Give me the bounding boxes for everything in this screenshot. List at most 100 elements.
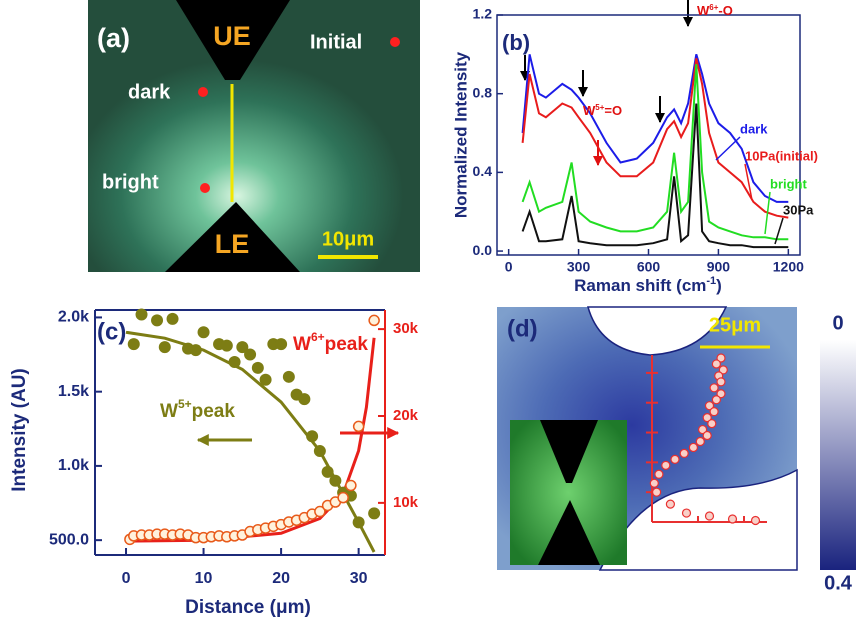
data-point <box>329 475 341 487</box>
y-tick-label: 1.5k <box>58 383 89 400</box>
annotation-part: 6+ <box>311 330 325 344</box>
data-point <box>689 443 697 451</box>
data-point <box>167 313 179 325</box>
data-point <box>729 515 737 523</box>
colorbar-label: 0 <box>832 312 843 334</box>
scale-bar-label: 10μm <box>322 228 374 250</box>
panel-label: (b) <box>502 30 530 55</box>
series-label: 30Pa <box>783 202 814 217</box>
annotation-part: 5+ <box>595 103 604 112</box>
data-point <box>260 374 272 386</box>
series-label: dark <box>740 121 768 136</box>
electrode-label: LE <box>215 229 250 259</box>
x-tick-label: 0 <box>122 570 131 587</box>
y-tick-label: 0.4 <box>473 163 493 179</box>
annotation-part: 6+ <box>709 3 718 12</box>
data-point <box>159 341 171 353</box>
annotation: W6+-O <box>697 3 733 19</box>
annotation-part: W <box>583 103 596 118</box>
x-axis-title-part: ) <box>716 276 722 295</box>
colorbar <box>820 340 856 570</box>
y-tick-label: 500.0 <box>49 531 89 548</box>
annotation-part: peak <box>325 334 369 355</box>
data-point <box>354 421 364 431</box>
x-tick-label: 10 <box>195 570 213 587</box>
y2-tick-label: 10k <box>393 494 419 511</box>
annotation-part: -O <box>718 3 732 18</box>
data-point <box>671 455 679 463</box>
data-point <box>710 408 718 416</box>
annotation-part: W <box>697 3 710 18</box>
x-tick-label: 30 <box>350 570 368 587</box>
data-point <box>151 314 163 326</box>
electrode-label: UE <box>213 21 251 51</box>
panel-label: (a) <box>97 23 130 53</box>
y2-tick-label: 20k <box>393 407 419 424</box>
spot-label: Initial <box>310 31 362 53</box>
x-tick-label: 600 <box>637 259 661 275</box>
data-point <box>662 461 670 469</box>
x-axis-title-part: -1 <box>706 275 716 287</box>
label-pointer <box>716 137 740 160</box>
y-tick-label: 2.0k <box>58 309 89 326</box>
data-point <box>190 344 202 356</box>
spot <box>390 37 400 47</box>
annotation-part: W <box>160 401 178 422</box>
data-point <box>338 493 348 503</box>
data-point <box>221 340 233 352</box>
x-tick-label: 900 <box>707 259 731 275</box>
figure: (a) UE LE Initial dark bright 10μm 0.0 0.… <box>0 0 861 623</box>
data-point <box>650 479 658 487</box>
x-axis-title: Distance (μm) <box>185 597 311 618</box>
data-point <box>275 338 287 350</box>
data-point <box>283 371 295 383</box>
data-point <box>683 509 691 517</box>
y-tick-label: 1.0k <box>58 457 89 474</box>
data-point <box>655 470 663 478</box>
x-axis-title: Raman shift (cm-1) <box>574 275 722 296</box>
fit-line <box>126 332 374 552</box>
data-point <box>712 360 720 368</box>
x-tick-label: 300 <box>567 259 591 275</box>
data-point <box>136 308 148 320</box>
data-point <box>717 378 725 386</box>
spot-label: dark <box>128 81 171 103</box>
x-tick-label: 20 <box>272 570 290 587</box>
y-axis-title: Normalized Intensity <box>451 51 470 218</box>
data-point <box>710 384 718 392</box>
x-tick-label: 0.2 <box>688 528 708 544</box>
annotation-part: 5+ <box>178 397 192 411</box>
y-tick-label: 0.8 <box>473 84 493 100</box>
series-label: bright <box>770 176 807 191</box>
x-tick-label: 0.4 <box>734 528 754 544</box>
series-label: 10Pa(initial) <box>745 148 818 163</box>
y-tick-label: 0.0 <box>473 242 493 258</box>
data-point <box>244 349 256 361</box>
data-point <box>314 445 326 457</box>
colorbar-label: 0.4 <box>824 572 853 594</box>
data-point <box>368 507 380 519</box>
panel-b-arrows <box>525 0 688 165</box>
annotation: W5+peak <box>160 397 235 422</box>
data-point <box>353 516 365 528</box>
panel-label: (d) <box>507 315 538 342</box>
x-tick-label: 0 <box>505 259 513 275</box>
spot <box>198 87 208 97</box>
panel-a: (a) UE LE Initial dark bright 10μm <box>88 0 420 272</box>
data-point <box>306 430 318 442</box>
spot <box>200 183 210 193</box>
spot-label: bright <box>102 171 159 193</box>
data-point <box>653 488 661 496</box>
data-point <box>666 500 674 508</box>
x-tick-label: 1200 <box>773 259 804 275</box>
data-point <box>708 420 716 428</box>
y2-tick-label: 30k <box>393 320 419 337</box>
data-point <box>346 480 356 490</box>
y-axis-title: Intensity (AU) <box>9 368 30 492</box>
x-axis-title-part: Raman shift (cm <box>574 276 706 295</box>
data-point <box>128 338 140 350</box>
annotation-part: peak <box>192 401 236 422</box>
data-point <box>712 396 720 404</box>
data-point <box>680 449 688 457</box>
data-point <box>752 517 760 525</box>
